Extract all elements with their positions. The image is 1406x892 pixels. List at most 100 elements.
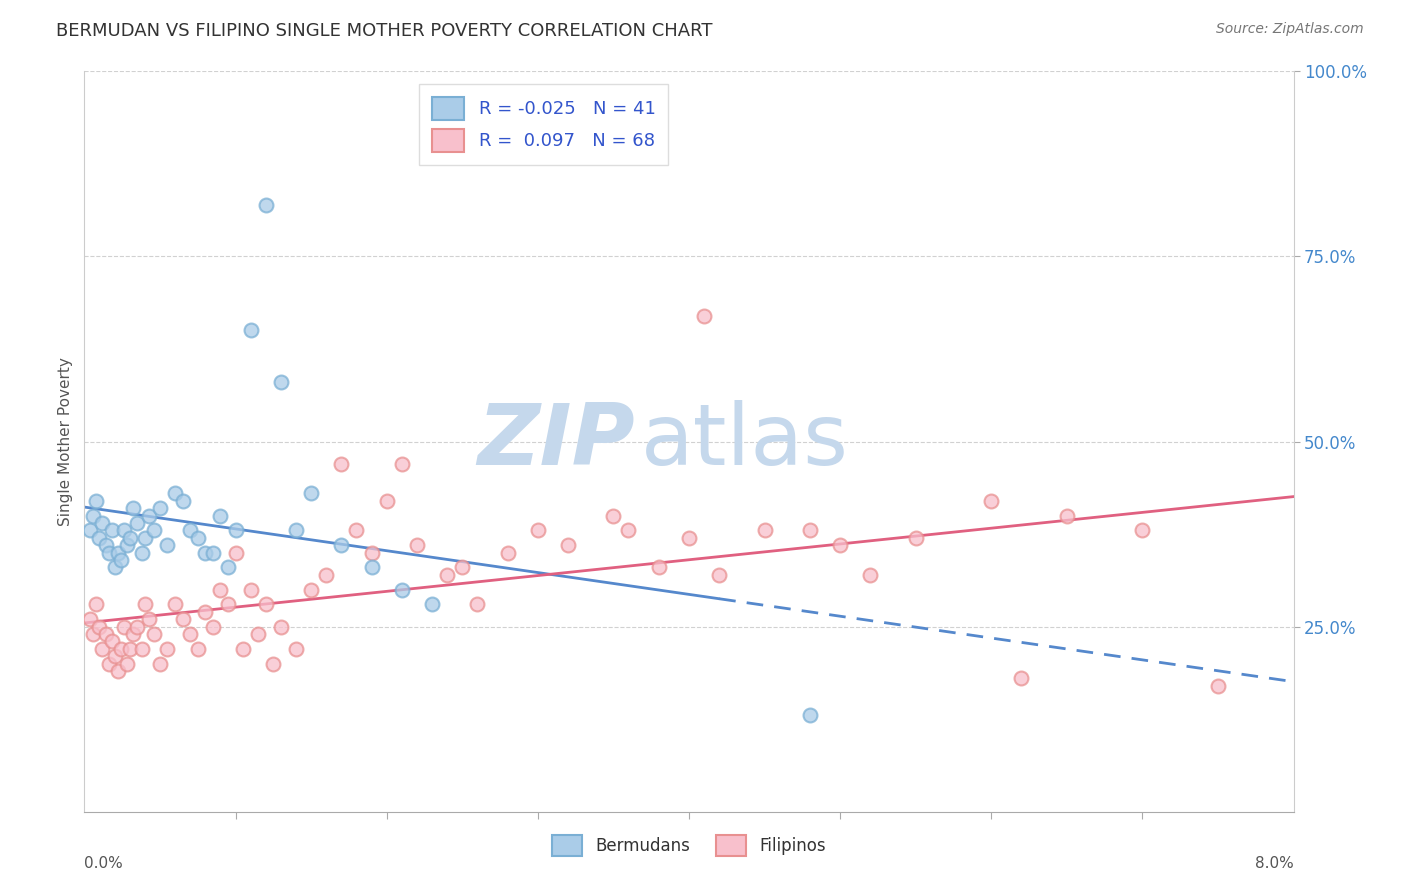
Point bbox=[107, 664, 129, 678]
Point bbox=[110, 553, 132, 567]
Point bbox=[557, 538, 579, 552]
Point bbox=[187, 531, 209, 545]
Point bbox=[138, 612, 160, 626]
Point bbox=[830, 538, 852, 552]
Point bbox=[1206, 679, 1229, 693]
Point bbox=[91, 516, 114, 530]
Point bbox=[201, 619, 224, 633]
Point bbox=[346, 524, 368, 538]
Point bbox=[375, 493, 398, 508]
Point bbox=[360, 560, 382, 574]
Point bbox=[165, 598, 187, 612]
Point bbox=[172, 493, 194, 508]
Point bbox=[436, 567, 458, 582]
Text: ZIP: ZIP bbox=[477, 400, 634, 483]
Point bbox=[209, 508, 232, 523]
Point bbox=[602, 508, 624, 523]
Point bbox=[97, 657, 120, 671]
Point bbox=[799, 708, 821, 723]
Point bbox=[131, 641, 153, 656]
Point bbox=[89, 531, 111, 545]
Point bbox=[209, 582, 232, 597]
Point bbox=[420, 598, 443, 612]
Point bbox=[79, 524, 101, 538]
Point bbox=[232, 641, 254, 656]
Point bbox=[194, 546, 217, 560]
Point bbox=[94, 627, 117, 641]
Point bbox=[254, 598, 277, 612]
Text: 8.0%: 8.0% bbox=[1254, 856, 1294, 871]
Point bbox=[134, 598, 156, 612]
Point bbox=[121, 627, 143, 641]
Point bbox=[100, 634, 122, 648]
Point bbox=[82, 508, 104, 523]
Point bbox=[82, 627, 104, 641]
Point bbox=[179, 627, 201, 641]
Point bbox=[79, 612, 101, 626]
Point bbox=[86, 598, 108, 612]
Point bbox=[299, 486, 322, 500]
Point bbox=[270, 619, 292, 633]
Point bbox=[121, 501, 143, 516]
Point bbox=[315, 567, 337, 582]
Point bbox=[239, 582, 262, 597]
Point bbox=[330, 538, 353, 552]
Point bbox=[110, 641, 132, 656]
Point bbox=[270, 376, 292, 390]
Point bbox=[142, 524, 165, 538]
Point bbox=[391, 582, 413, 597]
Point bbox=[360, 546, 382, 560]
Point bbox=[131, 546, 153, 560]
Point bbox=[859, 567, 882, 582]
Point bbox=[284, 524, 308, 538]
Point bbox=[299, 582, 322, 597]
Point bbox=[107, 546, 129, 560]
Point bbox=[86, 493, 108, 508]
Point bbox=[104, 649, 127, 664]
Point bbox=[118, 531, 141, 545]
Point bbox=[165, 486, 187, 500]
Text: BERMUDAN VS FILIPINO SINGLE MOTHER POVERTY CORRELATION CHART: BERMUDAN VS FILIPINO SINGLE MOTHER POVER… bbox=[56, 22, 713, 40]
Point bbox=[156, 641, 179, 656]
Point bbox=[104, 560, 127, 574]
Point bbox=[112, 619, 135, 633]
Point bbox=[709, 567, 731, 582]
Point bbox=[127, 516, 149, 530]
Point bbox=[217, 560, 239, 574]
Point bbox=[138, 508, 160, 523]
Point bbox=[225, 546, 247, 560]
Text: 0.0%: 0.0% bbox=[84, 856, 124, 871]
Point bbox=[391, 457, 413, 471]
Point bbox=[115, 538, 138, 552]
Point bbox=[754, 524, 776, 538]
Point bbox=[149, 501, 172, 516]
Point bbox=[262, 657, 284, 671]
Point bbox=[187, 641, 209, 656]
Point bbox=[149, 657, 172, 671]
Point bbox=[115, 657, 138, 671]
Point bbox=[980, 493, 1002, 508]
Point bbox=[406, 538, 429, 552]
Point bbox=[118, 641, 141, 656]
Point bbox=[678, 531, 700, 545]
Point bbox=[156, 538, 179, 552]
Point bbox=[134, 531, 156, 545]
Point bbox=[247, 627, 270, 641]
Point bbox=[239, 324, 262, 338]
Text: atlas: atlas bbox=[641, 400, 849, 483]
Point bbox=[1011, 672, 1033, 686]
Legend: Bermudans, Filipinos: Bermudans, Filipinos bbox=[546, 828, 832, 863]
Text: Source: ZipAtlas.com: Source: ZipAtlas.com bbox=[1216, 22, 1364, 37]
Point bbox=[254, 197, 277, 211]
Point bbox=[1056, 508, 1078, 523]
Point bbox=[451, 560, 474, 574]
Y-axis label: Single Mother Poverty: Single Mother Poverty bbox=[58, 357, 73, 526]
Point bbox=[89, 619, 111, 633]
Point bbox=[179, 524, 201, 538]
Point bbox=[617, 524, 640, 538]
Point bbox=[496, 546, 519, 560]
Point bbox=[648, 560, 671, 574]
Point bbox=[527, 524, 550, 538]
Point bbox=[127, 619, 149, 633]
Point bbox=[225, 524, 247, 538]
